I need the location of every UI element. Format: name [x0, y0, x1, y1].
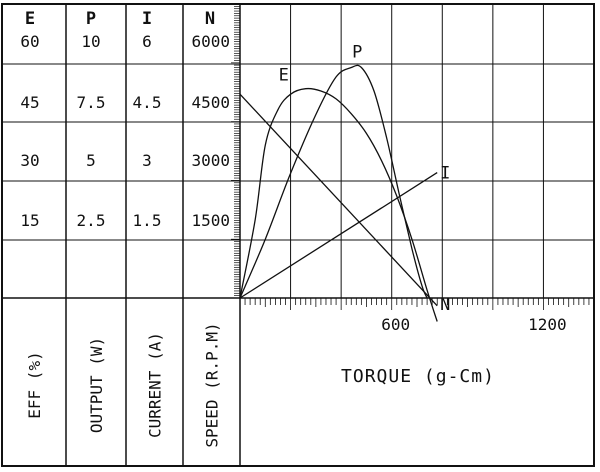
tick-label-I: 4.5: [133, 93, 162, 112]
column-header-N: N: [205, 9, 215, 29]
tick-label-N: 1500: [191, 211, 230, 230]
curve-N: [239, 93, 438, 307]
tick-label-E: 60: [20, 32, 39, 51]
tick-label-E: 30: [20, 151, 39, 170]
column-header-E: E: [25, 9, 35, 29]
tick-label-E: 15: [20, 211, 39, 230]
outer-frame: [1, 3, 595, 467]
column-header-P: P: [86, 9, 96, 29]
curve-label-N: N: [440, 295, 450, 315]
axis-label-I: CURRENT (A): [146, 332, 165, 438]
axis-label-N: SPEED (R.P.M): [203, 322, 222, 447]
grid-lines: [2, 4, 594, 466]
x-axis-title: TORQUE (g-Cm): [341, 366, 495, 387]
tick-label-E: 45: [20, 93, 39, 112]
curves-layer: [239, 64, 438, 322]
tick-label-P: 5: [86, 151, 96, 170]
axis-label-P: OUTPUT (W): [87, 337, 106, 433]
x-tick-label: 1200: [528, 315, 567, 334]
tick-label-N: 3000: [191, 151, 230, 170]
curve-P: [239, 64, 428, 299]
curve-label-I: I: [440, 164, 450, 184]
curve-label-E: E: [279, 66, 289, 86]
tick-label-N: 4500: [191, 93, 230, 112]
axis-ruler-ticks: [231, 3, 595, 310]
labels-layer: E 60 45 30 15 EFF (%) P 10 7.5 5 2.5 OUTPUT (W) I 6 4.…: [20, 9, 566, 448]
curve-E: [239, 87, 438, 322]
tick-label-P: 2.5: [77, 211, 106, 230]
tick-label-P: 10: [81, 32, 100, 51]
curve-I: [239, 172, 438, 299]
column-header-I: I: [142, 9, 152, 29]
axis-label-E: EFF (%): [25, 351, 44, 418]
tick-label-I: 1.5: [133, 211, 162, 230]
tick-label-I: 3: [142, 151, 152, 170]
curve-label-P: P: [352, 43, 362, 63]
tick-label-P: 7.5: [77, 93, 106, 112]
x-tick-label: 600: [381, 315, 410, 334]
tick-label-N: 6000: [191, 32, 230, 51]
tick-label-I: 6: [142, 32, 152, 51]
